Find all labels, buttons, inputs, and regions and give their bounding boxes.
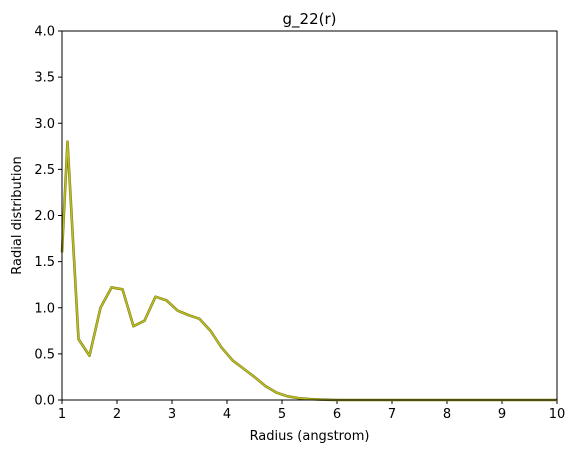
y-axis-label: Radial distribution: [10, 156, 25, 274]
x-tick-label: 3: [168, 407, 176, 422]
y-tick-label: 1.5: [34, 255, 55, 270]
x-axis-ticks: 1 2 3 4 5 6 7 8 9 10: [58, 400, 565, 422]
x-tick-label: 6: [333, 407, 341, 422]
plot-frame: [61, 30, 558, 401]
y-tick-label: 3.0: [34, 117, 55, 132]
y-tick-label: 2.5: [34, 163, 55, 178]
x-tick-label: 9: [498, 407, 506, 422]
plot-area: [62, 31, 557, 400]
x-tick-label: 2: [113, 407, 121, 422]
y-tick-label: 0.0: [34, 394, 55, 409]
x-tick-label: 5: [278, 407, 286, 422]
chart-title: g_22(r): [283, 10, 337, 29]
x-tick-label: 1: [58, 407, 66, 422]
y-tick-label: 2.0: [34, 209, 55, 224]
y-axis-ticks: 0.0 0.5 1.0 1.5 2.0 2.5 3.0 3.5 4.0: [34, 25, 62, 409]
x-axis-label: Radius (angstrom): [250, 429, 370, 444]
y-tick-label: 3.5: [34, 71, 55, 86]
x-tick-label: 10: [549, 407, 566, 422]
x-tick-label: 4: [223, 407, 231, 422]
y-tick-label: 4.0: [34, 25, 55, 40]
y-tick-label: 0.5: [34, 347, 55, 362]
x-tick-label: 7: [388, 407, 396, 422]
y-tick-label: 1.0: [34, 301, 55, 316]
x-tick-label: 8: [443, 407, 451, 422]
